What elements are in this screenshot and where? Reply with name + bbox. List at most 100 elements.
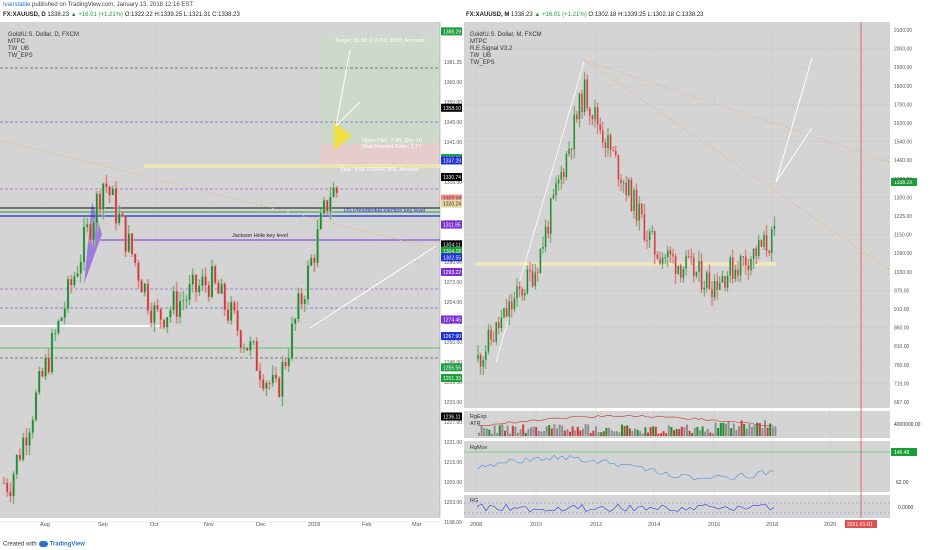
- volume-bar: [543, 431, 545, 436]
- volume-bar: [753, 424, 756, 436]
- right-y-tick: 970.00: [894, 288, 910, 294]
- author-link[interactable]: Ivanstable: [3, 2, 31, 8]
- volume-bar: [558, 424, 561, 436]
- right-candle-body: [641, 203, 643, 215]
- volume-bar: [761, 428, 764, 436]
- left-candle-body: [89, 224, 92, 240]
- volume-bar: [626, 425, 629, 436]
- right-candle-body: [745, 256, 747, 266]
- volume-bar: [553, 424, 556, 436]
- left-candle-body: [223, 283, 226, 310]
- right-low: L:1302.18: [647, 12, 675, 18]
- volume-bar: [639, 431, 642, 436]
- left-candle-body: [287, 358, 290, 366]
- left-price-label: 1337.29: [443, 158, 461, 164]
- left-candle-body: [54, 332, 57, 334]
- right-y-tick: 1620.00: [894, 121, 912, 127]
- volume-bar: [647, 432, 649, 436]
- right-price: 1338.23: [511, 12, 533, 18]
- right-candle-body: [503, 308, 505, 318]
- left-candle-body: [246, 347, 249, 351]
- right-candle-body: [534, 272, 536, 286]
- right-candle-body: [550, 198, 552, 234]
- left-candle-body: [147, 283, 149, 311]
- volume-bar: [595, 426, 597, 436]
- right-candle-body: [693, 257, 695, 277]
- rg-line: [477, 503, 775, 513]
- left-y-tick: 1360.00: [444, 80, 462, 86]
- volume-bar: [636, 429, 639, 436]
- volume-bar: [649, 426, 652, 436]
- right-candle-body: [557, 179, 560, 184]
- yellow-triangle: [334, 122, 352, 150]
- left-candle-body: [28, 432, 31, 446]
- right-candle-body: [654, 231, 656, 255]
- right-candle-body: [724, 276, 726, 288]
- right-legend-3: TW_UB: [470, 53, 491, 59]
- right-candle-body: [765, 235, 768, 251]
- white-arrow-2: [335, 49, 351, 127]
- left-candle-body: [115, 188, 117, 224]
- right-x-tick: 2010: [530, 522, 542, 528]
- right-candle-body: [685, 256, 687, 269]
- right-y-tick: 1030.00: [894, 270, 912, 276]
- right-candle-body: [529, 269, 531, 272]
- volume-bar: [774, 426, 777, 436]
- right-candle-body: [555, 183, 557, 196]
- right-candle-body: [505, 308, 508, 317]
- volume-bar: [519, 429, 522, 436]
- right-candle-body: [586, 79, 588, 108]
- volume-bar: [740, 420, 743, 436]
- right-candle-body: [669, 250, 672, 255]
- volume-bar: [540, 431, 543, 436]
- right-candle-body: [524, 292, 526, 296]
- right-candle-body: [734, 269, 737, 279]
- volume-bar: [509, 433, 512, 436]
- right-candle-body: [661, 257, 664, 264]
- volume-bar: [561, 425, 564, 436]
- volume-bar: [506, 425, 509, 436]
- left-price-label-box: [441, 246, 462, 255]
- left-legend-1: MTPC: [8, 39, 26, 45]
- left-candle-body: [51, 333, 53, 373]
- right-candle-body: [635, 189, 638, 221]
- publish-bar: Ivanstable published on TradingView.com,…: [3, 0, 193, 10]
- left-x-tick: 2018: [308, 522, 320, 528]
- left-candle-body: [140, 280, 143, 293]
- right-candle-body: [768, 250, 770, 253]
- volume-bar: [670, 426, 673, 436]
- footer-brand[interactable]: TradingView: [49, 542, 85, 548]
- left-candle-body: [227, 309, 229, 321]
- right-trend-2: [583, 59, 891, 271]
- left-price-label: 1302.55: [443, 255, 461, 261]
- left-price-label: 1358.10: [443, 106, 461, 112]
- volume-bar: [537, 430, 540, 436]
- left-price-label: 1388.29: [443, 29, 461, 35]
- left-candle-body: [169, 310, 172, 318]
- left-candle-body: [131, 233, 133, 255]
- left-candle-body: [76, 273, 79, 277]
- volume-bar: [719, 422, 722, 436]
- right-candle-body: [477, 354, 479, 360]
- left-chart[interactable]: Gold/U.S. Dollar, D, FXCM MTPC TW_UB TW_…: [0, 22, 462, 530]
- volume-bar: [613, 431, 616, 436]
- volume-bar: [745, 428, 748, 436]
- left-y-tick: 1345.00: [444, 120, 462, 126]
- right-y-tick: 1900.00: [894, 65, 912, 71]
- left-candle-body: [323, 200, 325, 214]
- left-candle-body: [255, 341, 258, 371]
- left-candle-body: [326, 200, 329, 212]
- volume-bar: [493, 425, 496, 436]
- left-candle-body: [111, 188, 114, 195]
- right-x-tick: 2020: [824, 522, 836, 528]
- right-chart[interactable]: Gold/U.S. Dollar, M, FXCM MTPC R.E.Signa…: [464, 22, 932, 530]
- right-support-band: [476, 262, 776, 266]
- footer-created: Created with: [3, 542, 37, 548]
- volume-bar: [771, 427, 774, 436]
- ind2-tick: 62.00: [896, 480, 909, 486]
- right-candle-body: [490, 329, 492, 340]
- right-arrow-1: [775, 57, 813, 183]
- right-candle-body: [659, 258, 661, 264]
- volume-bar: [712, 433, 714, 436]
- entry-band: [144, 164, 440, 168]
